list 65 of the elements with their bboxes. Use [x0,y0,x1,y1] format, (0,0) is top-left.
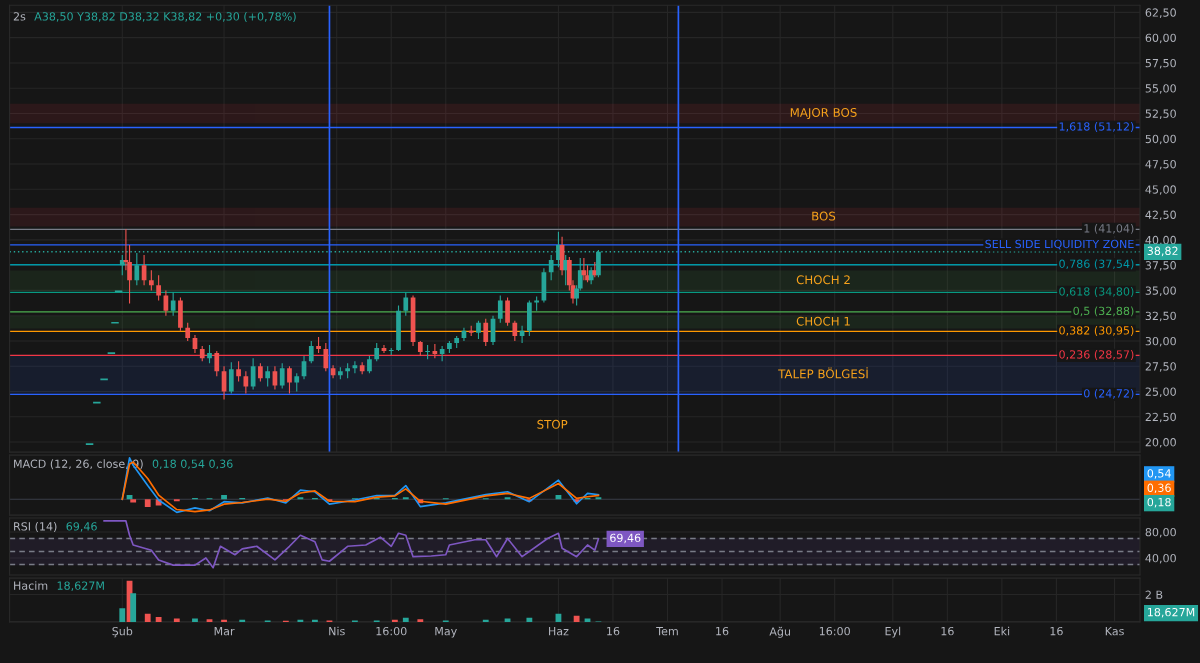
x-tick-label: Nis [329,626,345,636]
y-tick-label: 42,50 [1145,210,1176,221]
y-tick-label: 57,50 [1145,58,1176,69]
y-tick-label: 50,00 [1145,134,1176,145]
ref-line-label: 0,382 (30,95) [1059,325,1134,336]
x-tick-label: 16 [1050,626,1063,636]
y-tick-label: 27,50 [1145,362,1176,372]
ref-line-label: SELL SIDE LIQUIDITY ZONE [985,239,1134,250]
y-tick-label: 2 B [1145,590,1163,599]
ref-line-label: 0,786 (37,54) [1059,259,1134,270]
band-label: TALEP BÖLGESİ [778,367,868,379]
band-label: BOS [812,211,836,221]
x-tick-label: 16:00 [376,626,407,636]
y-tick-label: 22,50 [1145,412,1176,423]
y-tick-label: 35,00 [1145,286,1176,296]
text: 0,54 [1147,469,1171,479]
y-tick-label: 80,00 [1145,527,1176,538]
x-tick-label: May [435,627,457,638]
ref-line-label: 0,5 (32,88) [1073,306,1134,317]
annotation: STOP [537,419,568,429]
text: 0,36 [1147,483,1171,494]
y-tick-label: 20,00 [1145,438,1176,448]
y-tick-label: 47,50 [1145,160,1176,170]
x-tick-label: Haz [549,627,569,636]
ref-line-label: 0,236 (28,57) [1059,350,1134,360]
ref-line-label: 1 (41,04) [1084,223,1134,234]
text: 18,627M [1148,607,1195,618]
chart-title: Hacim [14,581,48,590]
y-tick-label: 37,50 [1145,261,1176,271]
text: 0,18 [1147,497,1171,508]
ref-line-label: 0 (24,72) [1084,388,1134,399]
x-tick-label: Kas [1105,627,1124,636]
chart-subtitle: 69,46 [66,522,97,532]
y-tick-label: 60,00 [1145,33,1176,44]
x-tick-label: 16 [716,626,729,636]
y-tick-label: 40,00 [1145,553,1176,564]
x-tick-label: Eyl [885,626,901,638]
y-tick-label: 55,00 [1145,84,1176,94]
text: A38,50 Y38,82 D38,32 K38,82 +0,30 (+0,78%) [34,12,296,22]
ref-line-label: 0,618 (34,80) [1059,287,1134,297]
x-tick-label: Tem [656,627,678,636]
y-tick-label: 45,00 [1145,185,1176,195]
ref-line-label: 38,82 [1147,246,1178,257]
chart-subtitle: 0,18 0,54 0,36 [152,459,233,470]
x-tick-label: Şub [112,626,133,638]
y-tick-label: 62,50 [1145,8,1176,18]
y-tick-label: 30,00 [1145,336,1176,347]
band-label: MAJOR BOS [790,107,857,120]
y-tick-label: 25,00 [1145,387,1176,398]
x-tick-label: Ağu [769,626,790,638]
x-tick-label: 16 [941,626,954,636]
x-tick-label: 16 [607,626,620,636]
x-tick-label: Mar [214,627,235,636]
data-label: 69,46 [610,533,641,544]
y-tick-label: 32,50 [1145,311,1176,322]
chart-title: 2s [13,12,26,21]
ref-line-label: 1,618 (51,12) [1059,122,1134,132]
y-tick-label: 40,00 [1145,235,1176,246]
chart-subtitle: 18,627M [57,581,104,591]
chart-title: RSI (14) [14,522,57,532]
x-tick-label: Eki [994,626,1010,636]
band-label: CHOCH 1 [796,316,850,326]
band-label: CHOCH 2 [796,275,850,285]
x-tick-label: 16:00 [819,626,850,636]
y-tick-label: 52,50 [1145,109,1176,119]
